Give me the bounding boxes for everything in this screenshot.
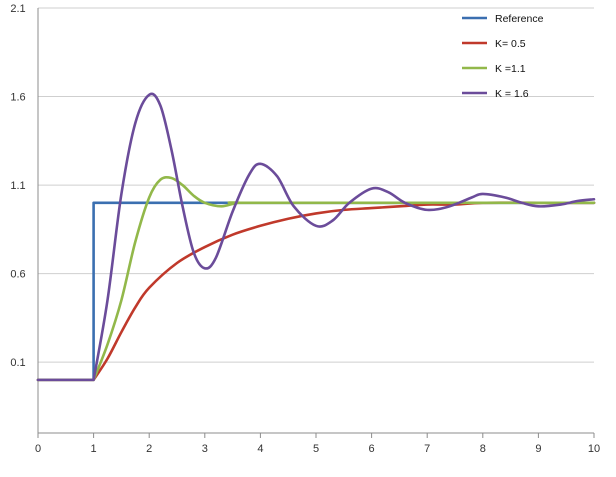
- x-tick-label: 4: [257, 443, 263, 455]
- x-tick-label: 0: [35, 443, 41, 455]
- x-tick-label: 8: [480, 443, 486, 455]
- x-tick-label: 2: [146, 443, 152, 455]
- series-lines: [36, 92, 596, 382]
- x-tick-label: 10: [588, 443, 600, 455]
- legend-label: K =1.1: [495, 63, 526, 75]
- x-tick-label: 3: [202, 443, 208, 455]
- y-tick-label: 1.1: [10, 180, 25, 192]
- y-tick-label: 1.6: [10, 92, 25, 104]
- legend-label: Reference: [495, 13, 544, 25]
- axes: 0.1 0.6 1.1 1.6 2.1 0 1 2 3 4 5 6 7 8 9 10: [10, 3, 600, 455]
- series-line-1: [36, 201, 596, 382]
- y-tick-label: 2.1: [10, 3, 25, 15]
- y-tick-label: 0.6: [10, 269, 25, 281]
- x-tick-label: 6: [369, 443, 375, 455]
- legend-label: K = 1.6: [495, 88, 529, 100]
- x-tick-label: 7: [424, 443, 430, 455]
- y-tick-label: 0.1: [10, 357, 25, 369]
- x-tick-label: 5: [313, 443, 319, 455]
- x-tick-label: 9: [535, 443, 541, 455]
- x-tick-label: 1: [91, 443, 97, 455]
- legend-label: K= 0.5: [495, 38, 526, 50]
- legend: Reference K= 0.5 K =1.1 K = 1.6: [462, 13, 544, 100]
- series-line-0: [36, 201, 596, 382]
- series-line-3: [36, 92, 596, 382]
- grid-lines: [38, 7, 594, 363]
- series-line-2: [36, 176, 596, 382]
